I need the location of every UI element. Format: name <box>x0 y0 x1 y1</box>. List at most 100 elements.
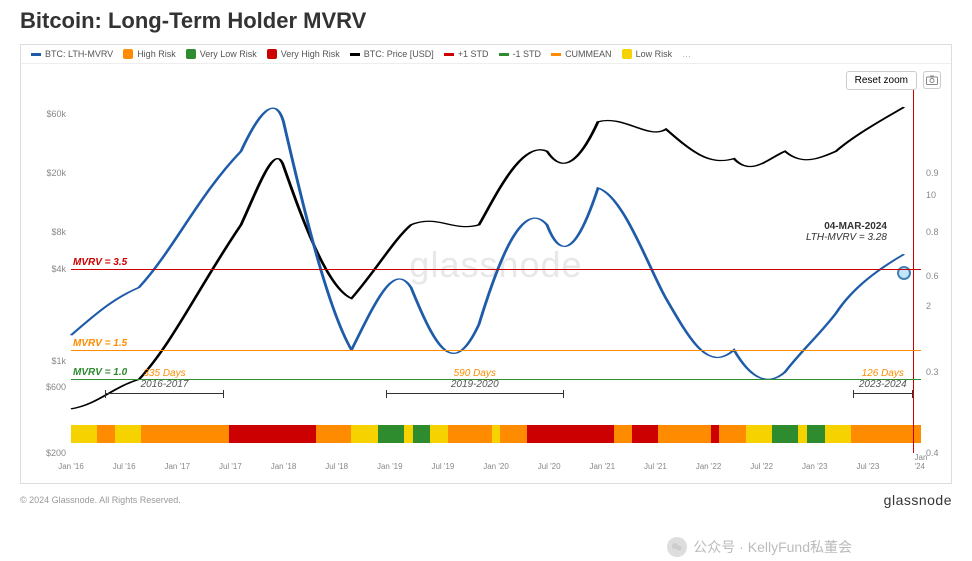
x-tick: Jul '17 <box>219 462 242 471</box>
period-range: 2023-2024 <box>859 379 907 390</box>
x-tick: Jan '17 <box>164 462 190 471</box>
y-right-tick: 2 <box>926 301 931 311</box>
footer: © 2024 Glassnode. All Rights Reserved. 公… <box>20 492 952 508</box>
x-tick: Jan '24 <box>915 453 928 471</box>
legend-item[interactable]: CUMMEAN <box>551 49 612 59</box>
risk-segment <box>430 425 448 443</box>
risk-segment <box>798 425 807 443</box>
risk-segment <box>772 425 798 443</box>
chart-frame: BTC: LTH-MVRV High Risk Very Low Risk Very … <box>20 44 952 484</box>
y-left-tick: $4k <box>51 264 66 274</box>
mvrv-line <box>71 108 904 379</box>
risk-segment <box>492 425 501 443</box>
risk-segment <box>746 425 772 443</box>
risk-segment <box>229 425 317 443</box>
current-callout: 04-MAR-2024LTH-MVRV = 3.28 <box>806 221 887 243</box>
chart-controls: Reset zoom <box>846 71 941 90</box>
legend-swatch <box>123 49 133 59</box>
reset-zoom-button[interactable]: Reset zoom <box>846 71 917 90</box>
y-right-tick: 10 <box>926 190 936 200</box>
legend-item[interactable]: Very High Risk <box>267 49 340 59</box>
legend-item[interactable]: BTC: Price [USD] <box>350 49 434 59</box>
y-right-tick: 0.8 <box>926 227 939 237</box>
period-days: 126 Days <box>862 368 904 379</box>
legend-swatch <box>622 49 632 59</box>
legend-label: Very High Risk <box>281 49 340 59</box>
chart-title: Bitcoin: Long-Term Holder MVRV <box>20 8 952 34</box>
x-tick: Jul '18 <box>325 462 348 471</box>
risk-segment <box>71 425 97 443</box>
risk-segment <box>719 425 745 443</box>
risk-segment <box>141 425 229 443</box>
legend-bar: BTC: LTH-MVRV High Risk Very Low Risk Very … <box>21 45 951 64</box>
x-tick: Jan '23 <box>802 462 828 471</box>
period-bracket <box>853 393 913 398</box>
risk-segment <box>632 425 658 443</box>
y-left-tick: $200 <box>46 448 66 458</box>
callout-date: 04-MAR-2024 <box>806 221 887 232</box>
legend-label: BTC: Price [USD] <box>364 49 434 59</box>
period-range: 2019-2020 <box>451 379 499 390</box>
y-right-tick: 0.9 <box>926 168 939 178</box>
threshold-line: MVRV = 3.5 <box>71 269 921 270</box>
x-tick: Jul '19 <box>431 462 454 471</box>
period-days: 590 Days <box>454 368 496 379</box>
risk-segment <box>97 425 115 443</box>
x-tick: Jan '20 <box>483 462 509 471</box>
legend-item[interactable]: Very Low Risk <box>186 49 257 59</box>
risk-segment <box>115 425 141 443</box>
period-bracket <box>105 393 224 398</box>
legend-item[interactable]: BTC: LTH-MVRV <box>31 49 113 59</box>
legend-label: BTC: LTH-MVRV <box>45 49 113 59</box>
legend-swatch <box>551 53 561 56</box>
risk-segment <box>413 425 431 443</box>
legend-label: High Risk <box>137 49 176 59</box>
legend-item[interactable]: -1 STD <box>499 49 542 59</box>
risk-segment <box>351 425 377 443</box>
x-tick: Jan '22 <box>696 462 722 471</box>
threshold-label: MVRV = 3.5 <box>73 257 127 268</box>
risk-segment <box>851 425 921 443</box>
period-label: 590 Days2019-2020 <box>386 368 565 390</box>
copyright-text: © 2024 Glassnode. All Rights Reserved. <box>20 495 181 505</box>
period-label: 335 Days2016-2017 <box>105 368 224 390</box>
risk-segment <box>448 425 492 443</box>
legend-label: Very Low Risk <box>200 49 257 59</box>
legend-item[interactable]: +1 STD <box>444 49 489 59</box>
x-tick: Jan '21 <box>589 462 615 471</box>
y-right-tick: 0.4 <box>926 448 939 458</box>
price-line <box>71 107 904 409</box>
risk-segment <box>527 425 615 443</box>
legend-label: +1 STD <box>458 49 489 59</box>
legend-swatch <box>444 53 454 56</box>
legend-label: -1 STD <box>513 49 542 59</box>
legend-item[interactable]: High Risk <box>123 49 176 59</box>
legend-label: CUMMEAN <box>565 49 612 59</box>
threshold-label: MVRV = 1.5 <box>73 338 127 349</box>
x-tick: Jan '16 <box>58 462 84 471</box>
y-left-tick: $1k <box>51 356 66 366</box>
period-range: 2016-2017 <box>141 379 189 390</box>
period-days: 335 Days <box>143 368 185 379</box>
period-label: 126 Days2023-2024 <box>853 368 913 390</box>
legend-swatch <box>499 53 509 56</box>
x-tick: Jan '18 <box>271 462 297 471</box>
current-marker <box>897 266 911 280</box>
x-tick: Jan '19 <box>377 462 403 471</box>
wechat-text: 公众号 · KellyFund私董会 <box>693 537 852 557</box>
threshold-line: MVRV = 1.5 <box>71 350 921 351</box>
screenshot-icon[interactable] <box>923 71 941 89</box>
legend-item[interactable]: Low Risk <box>622 49 673 59</box>
period-bracket <box>386 393 565 398</box>
y-right-tick: 0.6 <box>926 271 939 281</box>
legend-swatch <box>350 53 360 56</box>
x-tick: Jul '23 <box>856 462 879 471</box>
y-left-tick: $8k <box>51 227 66 237</box>
x-tick: Jul '20 <box>538 462 561 471</box>
risk-band <box>71 425 921 443</box>
x-tick: Jul '22 <box>750 462 773 471</box>
legend-swatch <box>186 49 196 59</box>
legend-more[interactable]: … <box>682 49 691 59</box>
risk-segment <box>711 425 720 443</box>
legend-label: Low Risk <box>636 49 673 59</box>
